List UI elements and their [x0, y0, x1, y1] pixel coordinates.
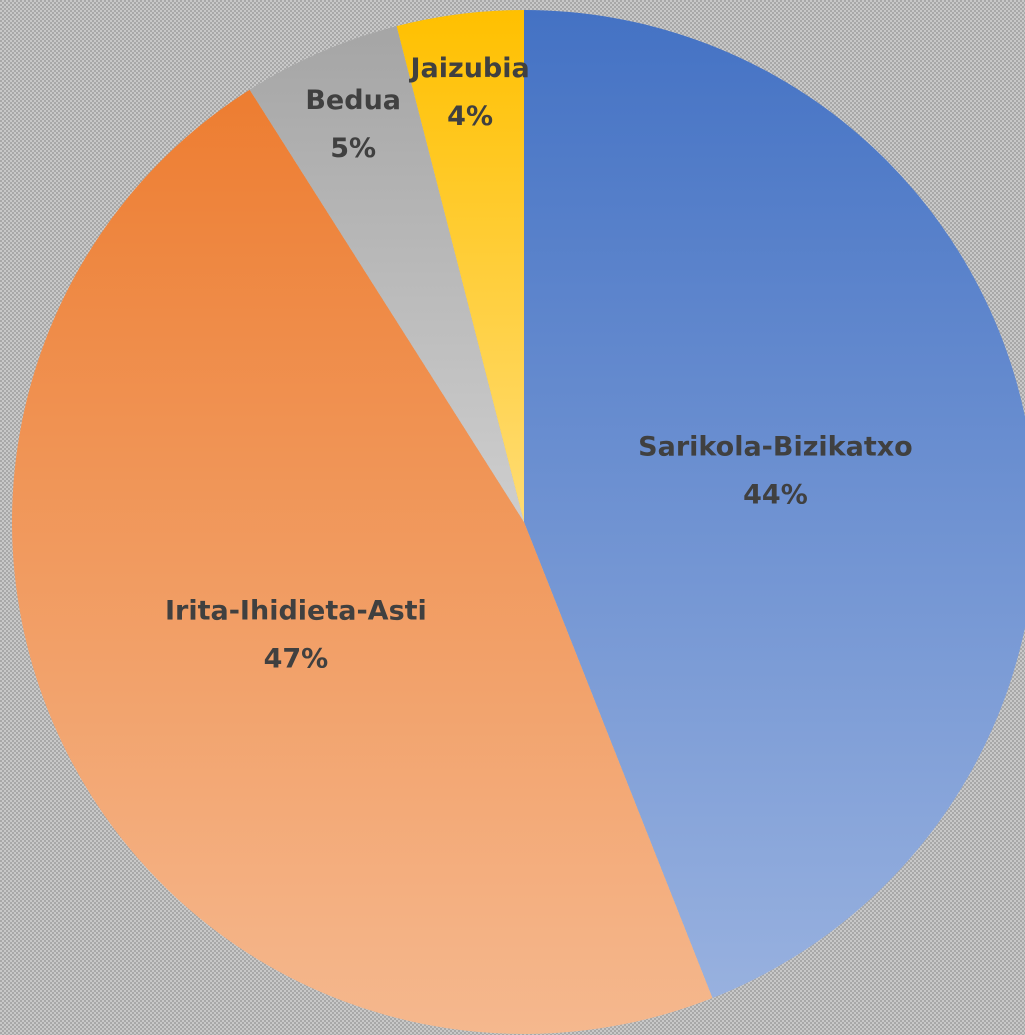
pie-slice: [524, 10, 1025, 999]
slice-value-label: 4%: [447, 101, 493, 132]
slice-value-label: 5%: [330, 133, 376, 164]
slice-value-label: 47%: [264, 644, 329, 675]
slice-category-label: Sarikola-Bizikatxo: [638, 432, 913, 463]
slice-category-label: Bedua: [305, 85, 401, 116]
pie-slice: [249, 26, 524, 523]
slice-category-label: Jaizubia: [408, 53, 529, 84]
pie-slice: [12, 89, 713, 1034]
slice-value-label: 44%: [743, 480, 808, 511]
pie-slice: [396, 10, 524, 522]
slice-category-label: Irita-Ihidieta-Asti: [165, 596, 427, 627]
